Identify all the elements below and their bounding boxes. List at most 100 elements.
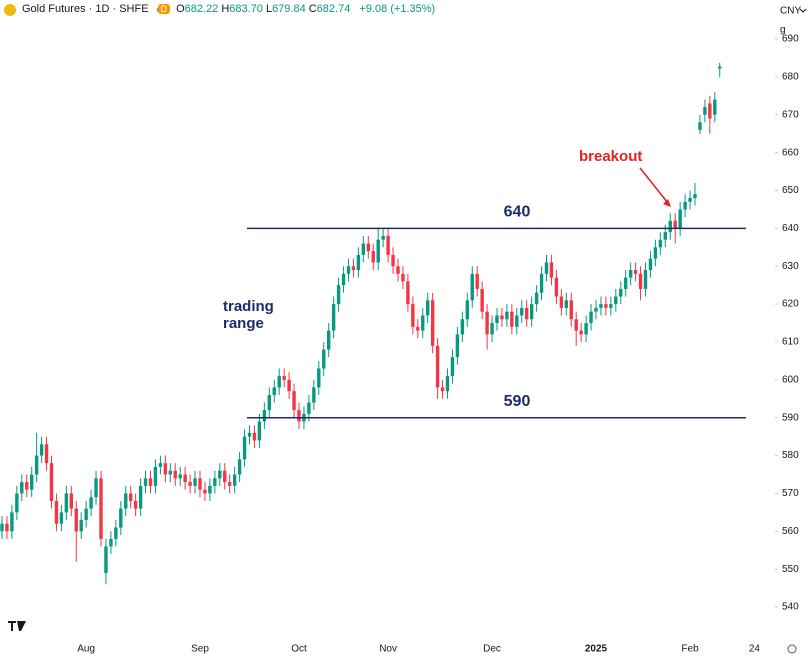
candle-body (416, 326, 420, 331)
change: +9.08 (+1.35%) (359, 3, 436, 15)
currency[interactable]: CNY (780, 6, 801, 17)
candle-body (267, 394, 271, 411)
dropdown-icon[interactable] (799, 8, 807, 13)
y-tick-label: 640 (782, 223, 799, 234)
candle-body (69, 493, 73, 509)
candle-body (124, 493, 128, 509)
y-tick-label: 650 (782, 185, 799, 196)
candle-body (25, 482, 29, 490)
candle-body (633, 270, 638, 274)
candle-body (643, 270, 648, 289)
candle-body (232, 474, 237, 486)
candle-body (198, 478, 202, 490)
candle-body (252, 432, 257, 441)
y-tick-label: 620 (782, 299, 799, 310)
y-tick-label: 600 (782, 374, 799, 385)
candle-body (411, 304, 415, 327)
y-tick-label: 560 (782, 526, 799, 537)
badge: D (157, 4, 171, 14)
unit-box (776, 2, 810, 36)
candle-body (297, 410, 301, 422)
y-tick-label: 690 (782, 34, 799, 45)
candle-body (336, 285, 341, 305)
candle-body (445, 376, 450, 392)
x-tick-label: Oct (291, 644, 307, 655)
candle-body (44, 444, 49, 464)
candle-body (589, 311, 593, 324)
candle-body (505, 311, 509, 320)
candle-body (554, 277, 559, 297)
candle-body (64, 493, 69, 513)
candle-body (188, 482, 192, 486)
candle-body (460, 319, 465, 335)
candle-body (10, 512, 14, 532)
candle-body (614, 296, 618, 305)
candle-body (148, 478, 153, 486)
candle-body (129, 493, 133, 502)
settings-icon[interactable] (787, 644, 797, 654)
candle-body (678, 209, 682, 229)
candle-body (356, 254, 361, 271)
candle-body (574, 319, 578, 331)
header: Gold Futures · 1D · SHFE D O682.22 H683.70… (22, 3, 438, 15)
candle-body (228, 482, 232, 486)
candle-body (317, 368, 321, 388)
arrow-head (663, 199, 671, 207)
y-tick-label: 630 (782, 261, 799, 272)
candle-body (247, 432, 252, 437)
candle-body (564, 300, 568, 308)
candle-body (683, 201, 687, 210)
legend-key: C (308, 3, 317, 15)
candle-body (84, 508, 88, 520)
candle-body (549, 262, 554, 278)
candle-body (79, 519, 83, 532)
candle-body (34, 455, 39, 475)
candle-body (693, 194, 697, 199)
candle-body (628, 270, 633, 278)
candle-body (89, 497, 93, 509)
candle-body (346, 266, 351, 274)
candle-body (584, 323, 588, 335)
candle-body (430, 300, 435, 346)
candle-body (619, 288, 623, 297)
candle-body (490, 323, 494, 335)
level-label: 640 (504, 204, 531, 221)
candle-body (133, 501, 138, 509)
y-tick-label: 610 (782, 337, 799, 348)
candle-body (178, 474, 182, 479)
candle-body (544, 262, 549, 274)
candle-body (658, 239, 663, 248)
candle-body (713, 99, 717, 115)
candle-body (39, 444, 44, 456)
legend-value: 683.70 (229, 3, 263, 15)
candle-body (406, 281, 410, 305)
candle-body (237, 459, 242, 475)
level-label: 590 (504, 393, 531, 410)
candle-body (663, 232, 667, 240)
candle-body (0, 523, 4, 532)
candle-body (594, 307, 598, 312)
candle-body (109, 538, 113, 547)
candle-body (292, 391, 296, 411)
candle-body (223, 470, 227, 483)
candle-body (440, 387, 445, 392)
candle-body (698, 122, 702, 130)
x-tick-label: Feb (681, 644, 699, 655)
x-tick-label: Dec (483, 644, 501, 655)
candle-body (599, 304, 603, 308)
legend-value: 679.84 (272, 3, 306, 15)
candle-body (218, 470, 222, 479)
candle-body (104, 546, 108, 573)
y-tick-label: 660 (782, 147, 799, 158)
candle-body (534, 292, 539, 305)
y-tick-label: 680 (782, 72, 799, 83)
unit[interactable]: g (780, 25, 786, 36)
legend-key: O (176, 3, 185, 15)
candle-body (668, 220, 672, 233)
candle-body (624, 277, 628, 289)
candle-body (485, 311, 489, 335)
candle-body (277, 376, 281, 388)
candle-body (20, 482, 24, 494)
candle-body (525, 307, 529, 320)
candle-body (30, 474, 34, 490)
